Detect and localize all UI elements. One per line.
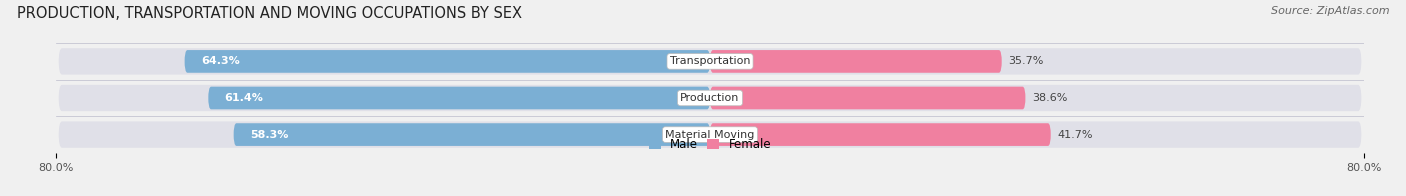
FancyBboxPatch shape <box>233 123 710 146</box>
FancyBboxPatch shape <box>184 50 710 73</box>
Text: Source: ZipAtlas.com: Source: ZipAtlas.com <box>1271 6 1389 16</box>
FancyBboxPatch shape <box>710 50 1002 73</box>
FancyBboxPatch shape <box>710 87 1025 109</box>
Text: Transportation: Transportation <box>669 56 751 66</box>
FancyBboxPatch shape <box>59 85 1361 111</box>
Text: 35.7%: 35.7% <box>1008 56 1043 66</box>
Text: Material Moving: Material Moving <box>665 130 755 140</box>
FancyBboxPatch shape <box>208 87 710 109</box>
Text: 38.6%: 38.6% <box>1032 93 1067 103</box>
Text: 58.3%: 58.3% <box>250 130 288 140</box>
Text: 64.3%: 64.3% <box>201 56 239 66</box>
Text: Production: Production <box>681 93 740 103</box>
Text: 61.4%: 61.4% <box>225 93 263 103</box>
Legend: Male, Female: Male, Female <box>644 133 776 156</box>
FancyBboxPatch shape <box>59 121 1361 148</box>
FancyBboxPatch shape <box>59 48 1361 75</box>
FancyBboxPatch shape <box>710 123 1050 146</box>
Text: 41.7%: 41.7% <box>1057 130 1092 140</box>
Text: PRODUCTION, TRANSPORTATION AND MOVING OCCUPATIONS BY SEX: PRODUCTION, TRANSPORTATION AND MOVING OC… <box>17 6 522 21</box>
